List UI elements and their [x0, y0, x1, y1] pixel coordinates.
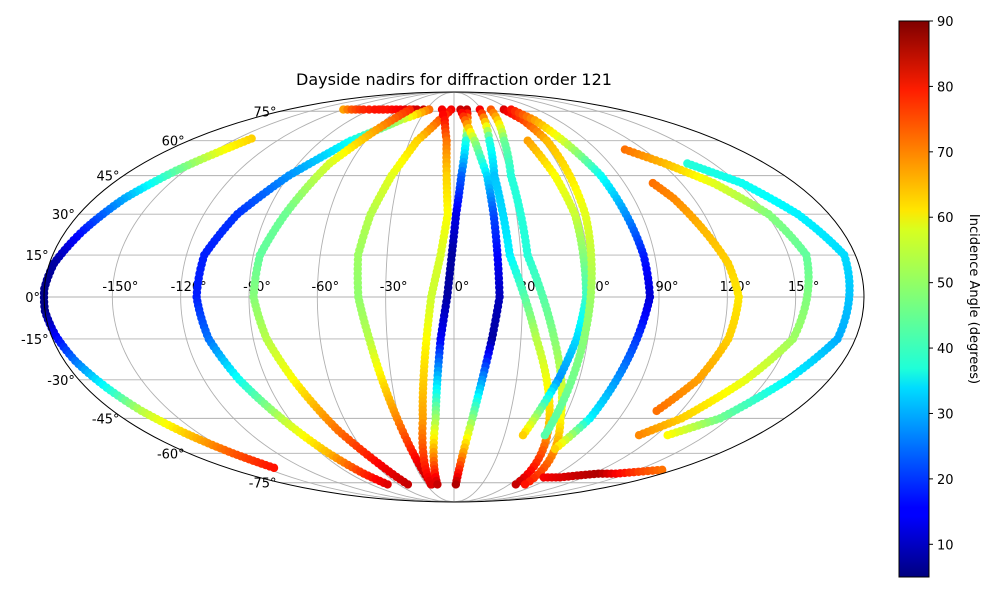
longitude-gridline [453, 91, 797, 503]
longitude-gridline [453, 91, 728, 503]
data-point [269, 463, 279, 473]
longitude-tick-label: -150° [102, 280, 138, 295]
latitude-tick-label: 60° [162, 135, 185, 150]
data-point [403, 480, 413, 489]
data-point [511, 480, 520, 489]
longitude-tick-label: 90° [655, 280, 678, 295]
data-point [663, 431, 672, 440]
latitude-tick-label: -45° [92, 412, 120, 427]
longitude-tick-label: -60° [311, 280, 339, 295]
latitude-tick-label: 30° [52, 208, 75, 223]
data-point [520, 480, 530, 489]
latitude-tick-labels: -75°-60°-45°-30°-15°0°15°30°45°60°75° [21, 105, 277, 491]
data-point [518, 431, 528, 440]
data-point [658, 465, 667, 475]
colorbar-ticks: 10 20 30 40 50 60 70 80 90 [929, 15, 954, 553]
colorbar-tick-label: 50 [937, 277, 954, 292]
data-point [550, 444, 560, 454]
colorbar-tick-label: 90 [937, 15, 954, 30]
latitude-tick-label: 45° [97, 170, 120, 185]
longitude-tick-label: 0° [455, 280, 470, 295]
data-point [540, 431, 550, 440]
colorbar-tick-label: 60 [937, 211, 954, 226]
latitude-tick-label: -15° [21, 333, 49, 348]
data-point [433, 480, 442, 489]
longitude-tick-label: -30° [380, 280, 408, 295]
colorbar-tick-label: 80 [937, 80, 954, 95]
latitude-tick-label: 15° [26, 249, 49, 264]
colorbar-tick-label: 70 [937, 146, 954, 161]
latitude-tick-label: -30° [47, 374, 75, 389]
longitude-tick-label: 150° [788, 280, 819, 295]
longitude-gridline [453, 91, 660, 503]
data-point [652, 406, 661, 416]
data-points [39, 105, 854, 489]
colorbar-tick-label: 10 [937, 538, 954, 553]
latitude-tick-label: -75° [249, 477, 277, 492]
colorbar-tick-label: 30 [937, 407, 954, 422]
longitude-gridline [248, 91, 455, 503]
colorbar-label: Incidence Angle (degrees) [966, 214, 981, 384]
latitude-tick-label: 0° [25, 291, 40, 306]
data-point [451, 480, 461, 489]
longitude-gridline [180, 91, 455, 503]
colorbar-tick-label: 40 [937, 342, 954, 357]
longitude-tick-labels: -150°-120°-90°-60°-30°0°30°60°90°120°150… [102, 280, 819, 295]
map-boundary [43, 91, 865, 503]
chart-title: Dayside nadirs for diffraction order 121 [296, 70, 612, 89]
data-point [634, 431, 644, 440]
colorbar [898, 20, 930, 578]
data-point [383, 480, 392, 489]
latitude-tick-label: -60° [157, 447, 185, 462]
colorbar-tick-label: 20 [937, 473, 954, 488]
